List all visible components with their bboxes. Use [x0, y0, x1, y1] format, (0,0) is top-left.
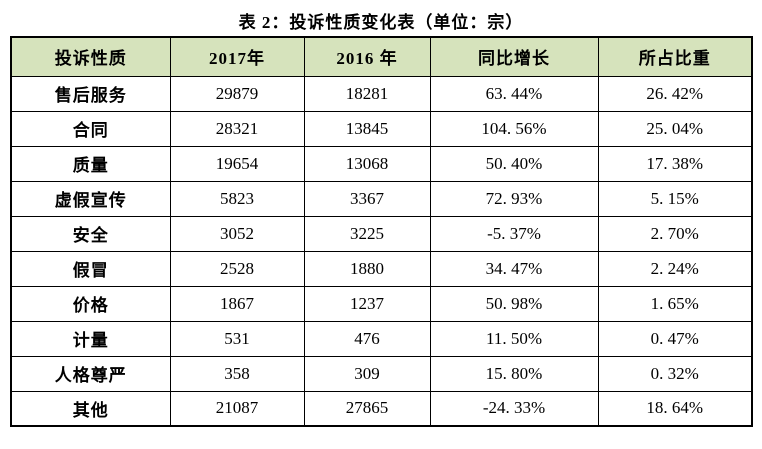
table-row: 人格尊严 358 309 15. 80% 0. 32% — [10, 355, 753, 392]
share-cell: 25. 04% — [597, 110, 753, 147]
share-cell: 5. 15% — [597, 180, 753, 217]
row-label-cell: 人格尊严 — [10, 355, 171, 392]
yoy-growth-cell: 15. 80% — [429, 355, 599, 392]
table-row: 其他 21087 27865 -24. 33% 18. 64% — [10, 390, 753, 427]
table-body: 售后服务 29879 18281 63. 44% 26. 42% 合同 28321 13845… — [10, 75, 753, 427]
share-cell: 0. 47% — [597, 320, 753, 357]
value-2016-cell: 27865 — [303, 390, 431, 427]
table-row: 合同 28321 13845 104. 56% 25. 04% — [10, 110, 753, 147]
value-2016-cell: 476 — [303, 320, 431, 357]
value-2016-cell: 13068 — [303, 145, 431, 182]
header-yoy-growth: 同比增长 — [429, 36, 599, 77]
value-2016-cell: 3367 — [303, 180, 431, 217]
value-2017-cell: 358 — [169, 355, 305, 392]
share-cell: 17. 38% — [597, 145, 753, 182]
row-label-cell: 质量 — [10, 145, 171, 182]
share-cell: 26. 42% — [597, 75, 753, 112]
value-2016-cell: 3225 — [303, 215, 431, 252]
share-cell: 2. 70% — [597, 215, 753, 252]
share-cell: 18. 64% — [597, 390, 753, 427]
share-cell: 2. 24% — [597, 250, 753, 287]
table-row: 虚假宣传 5823 3367 72. 93% 5. 15% — [10, 180, 753, 217]
header-2016: 2016 年 — [303, 36, 431, 77]
value-2017-cell: 531 — [169, 320, 305, 357]
table-row: 假冒 2528 1880 34. 47% 2. 24% — [10, 250, 753, 287]
yoy-growth-cell: 34. 47% — [429, 250, 599, 287]
value-2017-cell: 2528 — [169, 250, 305, 287]
row-label-cell: 其他 — [10, 390, 171, 427]
yoy-growth-cell: -5. 37% — [429, 215, 599, 252]
yoy-growth-cell: 50. 98% — [429, 285, 599, 322]
table-row: 安全 3052 3225 -5. 37% 2. 70% — [10, 215, 753, 252]
table-caption: 表 2：投诉性质变化表（单位：宗） — [238, 13, 524, 32]
yoy-growth-cell: -24. 33% — [429, 390, 599, 427]
complaint-nature-table: 投诉性质 2017年 2016 年 同比增长 所占比重 售后服务 29879 182… — [10, 36, 753, 427]
value-2017-cell: 19654 — [169, 145, 305, 182]
yoy-growth-cell: 11. 50% — [429, 320, 599, 357]
value-2017-cell: 29879 — [169, 75, 305, 112]
table-row: 价格 1867 1237 50. 98% 1. 65% — [10, 285, 753, 322]
yoy-growth-cell: 63. 44% — [429, 75, 599, 112]
table-row: 计量 531 476 11. 50% 0. 47% — [10, 320, 753, 357]
yoy-growth-cell: 50. 40% — [429, 145, 599, 182]
table-row: 售后服务 29879 18281 63. 44% 26. 42% — [10, 75, 753, 112]
value-2016-cell: 1880 — [303, 250, 431, 287]
row-label-cell: 安全 — [10, 215, 171, 252]
value-2017-cell: 21087 — [169, 390, 305, 427]
value-2016-cell: 13845 — [303, 110, 431, 147]
table-row: 质量 19654 13068 50. 40% 17. 38% — [10, 145, 753, 182]
value-2016-cell: 309 — [303, 355, 431, 392]
row-label-cell: 售后服务 — [10, 75, 171, 112]
header-row: 投诉性质 2017年 2016 年 同比增长 所占比重 — [10, 36, 753, 77]
value-2017-cell: 28321 — [169, 110, 305, 147]
yoy-growth-cell: 104. 56% — [429, 110, 599, 147]
value-2017-cell: 5823 — [169, 180, 305, 217]
value-2017-cell: 3052 — [169, 215, 305, 252]
share-cell: 0. 32% — [597, 355, 753, 392]
row-label-cell: 合同 — [10, 110, 171, 147]
row-label-cell: 假冒 — [10, 250, 171, 287]
header-2017: 2017年 — [169, 36, 305, 77]
header-complaint-nature: 投诉性质 — [10, 36, 171, 77]
yoy-growth-cell: 72. 93% — [429, 180, 599, 217]
value-2016-cell: 18281 — [303, 75, 431, 112]
row-label-cell: 虚假宣传 — [10, 180, 171, 217]
row-label-cell: 价格 — [10, 285, 171, 322]
header-share: 所占比重 — [597, 36, 753, 77]
value-2017-cell: 1867 — [169, 285, 305, 322]
row-label-cell: 计量 — [10, 320, 171, 357]
share-cell: 1. 65% — [597, 285, 753, 322]
value-2016-cell: 1237 — [303, 285, 431, 322]
